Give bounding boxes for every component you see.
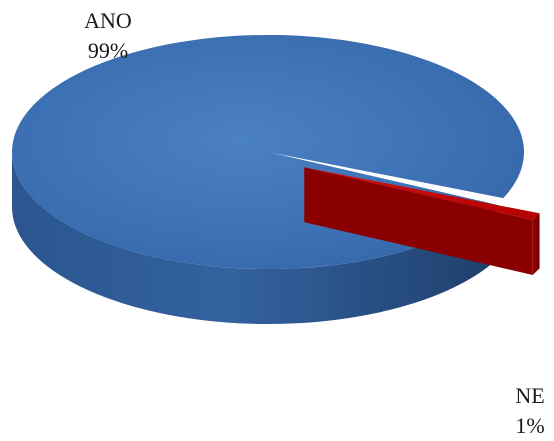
data-label-ano-name: ANO <box>84 8 132 33</box>
slice-ne-cut-face <box>304 167 533 275</box>
slice-ne <box>304 167 540 220</box>
data-label-ne-value: 1% <box>515 413 544 438</box>
data-label-ne-name: NE <box>515 383 544 408</box>
data-label-ano-value: 99% <box>88 38 128 63</box>
slice-ano-side <box>12 152 497 324</box>
slice-ne-side <box>532 213 540 275</box>
